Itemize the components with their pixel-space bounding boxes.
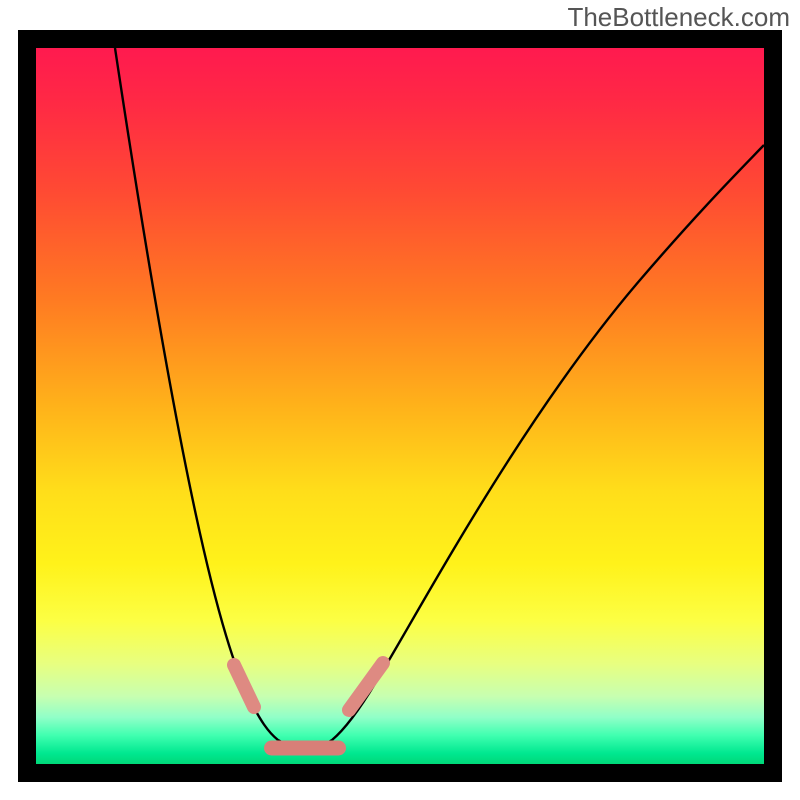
watermark-text: TheBottleneck.com xyxy=(567,2,790,33)
plot-gradient-background xyxy=(36,48,764,764)
bottom-marker-bar xyxy=(264,741,346,756)
chart-root xyxy=(0,0,800,800)
